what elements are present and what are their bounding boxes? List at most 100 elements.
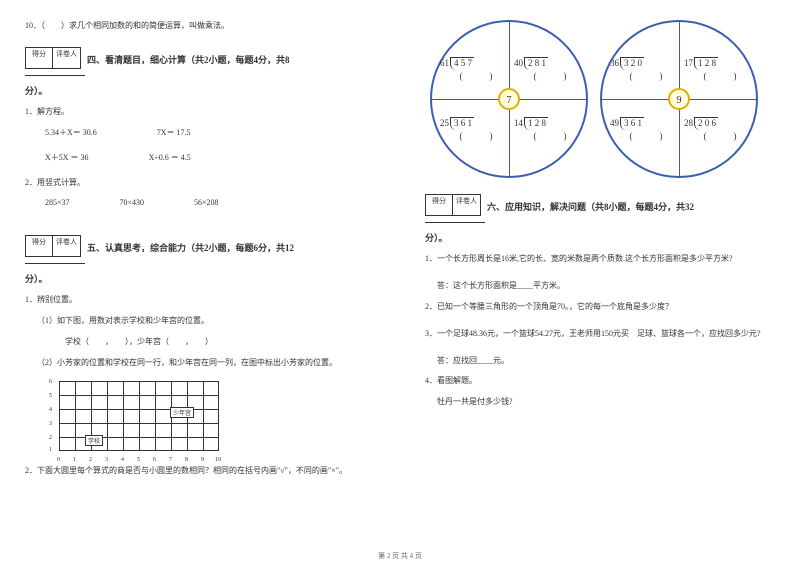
x-label-10: 10 <box>215 457 221 463</box>
sec6-q3: 3．一个足球48.36元，一个篮球54.27元，王老师用150元买 足球、篮球各… <box>425 328 775 341</box>
sec4-q2: 2．用竖式计算。 <box>25 177 375 190</box>
grid-lines <box>59 381 219 451</box>
sec6-q4: 4．看图解题。 <box>425 375 775 388</box>
score-cell-defen-5: 得分 <box>25 235 53 257</box>
divisor-8: 28 <box>684 118 694 130</box>
y-label-6: 6 <box>49 379 52 385</box>
sec6-q3a: 答：应找回____元。 <box>437 355 775 368</box>
question-10: 10．（ ）求几个相同加数的和的简便运算，叫做乘法。 <box>25 20 375 33</box>
grid-figure: 6 5 4 3 2 1 0 1 2 3 4 5 6 7 8 9 10 学校 少年… <box>45 377 225 459</box>
paren-5: ( ) <box>440 131 512 143</box>
dividend-5: 3 6 1 <box>450 117 474 130</box>
eq-1b: 7X＝ 17.5 <box>157 127 191 138</box>
y-label-1: 1 <box>49 447 52 453</box>
school-label: 学校 <box>85 435 103 446</box>
quad-4: 171 2 8 ( ) <box>684 57 756 82</box>
y-label-4: 4 <box>49 407 52 413</box>
quad-7: 493 6 1 ( ) <box>610 117 682 142</box>
small-circle-7: 7 <box>498 88 520 110</box>
divisor-7: 49 <box>610 118 620 130</box>
sec5-q1: 1．辨别位置。 <box>25 294 375 307</box>
paren-1: ( ) <box>440 71 512 83</box>
section-4-cont: 分）。 <box>25 84 375 98</box>
paren-6: ( ) <box>514 131 586 143</box>
score-cell-pingjuan-6: 评卷人 <box>453 194 481 216</box>
sec5-q1a: （1）如下图，用数对表示学校和少年宫的位置。 <box>37 315 375 328</box>
palace-label: 少年宫 <box>170 407 194 418</box>
divisor-6: 14 <box>514 118 524 130</box>
eq-1d: X÷0.6 ＝ 4.5 <box>149 152 191 163</box>
dividend-2: 2 8 1 <box>524 57 548 70</box>
quad-5: 253 6 1 ( ) <box>440 117 512 142</box>
paren-7: ( ) <box>610 131 682 143</box>
score-cell-defen-6: 得分 <box>425 194 453 216</box>
equation-row-1: 5.34＋X＝ 30.6 7X＝ 17.5 <box>45 127 375 138</box>
score-underline-6 <box>425 222 485 223</box>
quad-3: 363 2 0 ( ) <box>610 57 682 82</box>
quad-1: 614 5 7 ( ) <box>440 57 512 82</box>
page-footer: 第 2 页 共 4 页 <box>0 551 800 561</box>
equation-row-3: 285×37 70×430 56×208 <box>45 198 375 207</box>
eq-2c: 56×208 <box>194 198 219 207</box>
dividend-7: 3 6 1 <box>620 117 644 130</box>
divisor-2: 40 <box>514 58 524 70</box>
quad-2: 402 8 1 ( ) <box>514 57 586 82</box>
dividend-3: 3 2 0 <box>620 57 644 70</box>
score-cell-defen: 得分 <box>25 47 53 69</box>
x-label-2: 2 <box>89 457 92 463</box>
score-box-6: 得分 评卷人 六、应用知识，解决问题（共8小题，每题4分，共32 <box>425 194 775 216</box>
eq-2a: 285×37 <box>45 198 70 207</box>
section-6-title: 六、应用知识，解决问题（共8小题，每题4分，共32 <box>487 200 694 216</box>
section-5-title: 五、认真思考，综合能力（共2小题，每题6分，共12 <box>87 241 294 257</box>
y-label-5: 5 <box>49 393 52 399</box>
x-label-8: 8 <box>185 457 188 463</box>
paren-4: ( ) <box>684 71 756 83</box>
section-4-title: 四、看清题目，细心计算（共2小题，每题4分，共8 <box>87 53 290 69</box>
score-box-4: 得分 评卷人 四、看清题目，细心计算（共2小题，每题4分，共8 <box>25 47 375 69</box>
sec6-q4a: 牡丹一共是付多少钱? <box>437 396 775 409</box>
x-label-3: 3 <box>105 457 108 463</box>
score-cell-pingjuan: 评卷人 <box>53 47 81 69</box>
section-6-cont: 分）。 <box>425 231 775 245</box>
score-box-5: 得分 评卷人 五、认真思考，综合能力（共2小题，每题6分，共12 <box>25 235 375 257</box>
eq-2b: 70×430 <box>120 198 145 207</box>
equation-row-2: X＋5X ＝ 36 X÷0.6 ＝ 4.5 <box>45 152 375 163</box>
right-column: 614 5 7 ( ) 402 8 1 ( ) 253 6 1 ( ) 141 … <box>400 0 800 565</box>
x-label-7: 7 <box>169 457 172 463</box>
score-underline-5 <box>25 263 85 264</box>
x-label-6: 6 <box>153 457 156 463</box>
paren-8: ( ) <box>684 131 756 143</box>
quad-8: 282 0 6 ( ) <box>684 117 756 142</box>
y-label-2: 2 <box>49 435 52 441</box>
sec5-q1c: （2）小芳家的位置和学校在同一行，和少年宫在同一列，在图中标出小芳家的位置。 <box>37 357 375 370</box>
x-label-1: 1 <box>73 457 76 463</box>
sec6-q2: 2．已知一个等腰三角形的一个顶角是70。，它的每一个底角是多少度？ <box>425 301 775 314</box>
dividend-4: 1 2 8 <box>694 57 718 70</box>
sec5-q1b: 学校（ ， ），少年宫（ ， ） <box>65 336 375 349</box>
eq-1a: 5.34＋X＝ 30.6 <box>45 127 97 138</box>
section-5-cont: 分）。 <box>25 272 375 286</box>
y-label-3: 3 <box>49 421 52 427</box>
score-cell-pingjuan-5: 评卷人 <box>53 235 81 257</box>
divisor-1: 61 <box>440 58 450 70</box>
quad-6: 141 2 8 ( ) <box>514 117 586 142</box>
x-label-9: 9 <box>201 457 204 463</box>
small-circle-9: 9 <box>668 88 690 110</box>
x-label-0: 0 <box>57 457 60 463</box>
left-column: 10．（ ）求几个相同加数的和的简便运算，叫做乘法。 得分 评卷人 四、看清题目… <box>0 0 400 565</box>
sec6-q1a: 答：这个长方形面积是____平方米。 <box>437 280 775 293</box>
divisor-3: 36 <box>610 58 620 70</box>
dividend-8: 2 0 6 <box>694 117 718 130</box>
x-label-4: 4 <box>121 457 124 463</box>
paren-2: ( ) <box>514 71 586 83</box>
paren-3: ( ) <box>610 71 682 83</box>
x-label-5: 5 <box>137 457 140 463</box>
sec4-q1: 1．解方程。 <box>25 106 375 119</box>
dividend-6: 1 2 8 <box>524 117 548 130</box>
circles-diagram: 614 5 7 ( ) 402 8 1 ( ) 253 6 1 ( ) 141 … <box>430 20 770 180</box>
sec6-q1: 1．一个长方形周长是16米,它的长、宽的米数是两个质数.这个长方形面积是多少平方… <box>425 253 775 266</box>
dividend-1: 4 5 7 <box>450 57 474 70</box>
score-underline <box>25 75 85 76</box>
eq-1c: X＋5X ＝ 36 <box>45 152 89 163</box>
divisor-5: 25 <box>440 118 450 130</box>
